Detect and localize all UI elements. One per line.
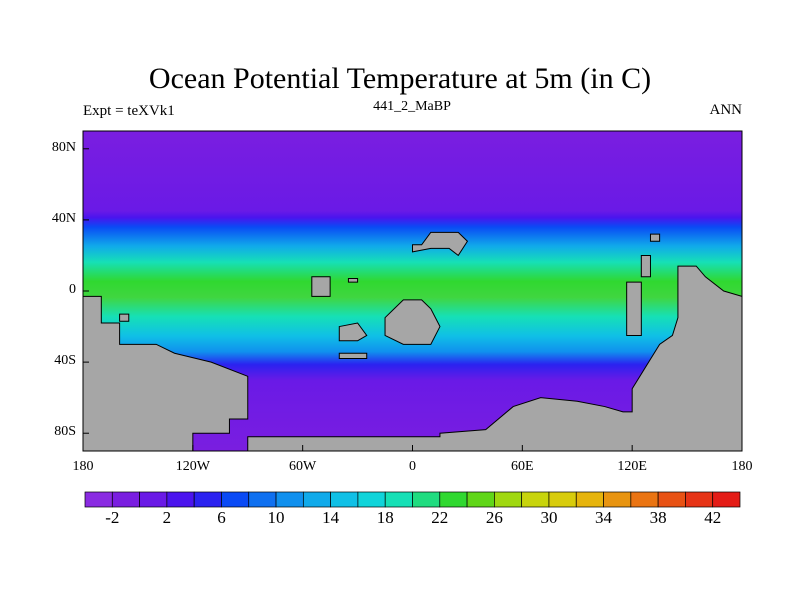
colorbar-box	[221, 491, 250, 508]
colorbar-box	[139, 491, 168, 508]
plot-title: Ocean Potential Temperature at 5m (in C)	[148, 62, 652, 95]
northern-island	[412, 231, 469, 257]
colorbar-box	[548, 491, 577, 508]
colorbar-label: 6	[217, 508, 226, 527]
southern-island-chain	[338, 352, 368, 360]
east-asia-peninsula	[640, 254, 651, 278]
time-label: 441_2_MaBP	[373, 99, 451, 114]
colorbar-box	[630, 491, 659, 508]
colorbar-box	[384, 491, 413, 508]
x-tick-label: 180	[72, 459, 94, 474]
y-tick-label: 40N	[51, 210, 76, 226]
colorbar-box	[712, 491, 741, 508]
axis-ticks	[82, 148, 743, 451]
y-tick-label: 40S	[54, 353, 76, 369]
x-tick-label: 0	[409, 459, 416, 474]
western-island	[311, 276, 331, 297]
colorbar-box	[439, 491, 468, 508]
indonesian-island	[626, 281, 642, 336]
colorbar-box	[412, 491, 441, 508]
colorbar-box	[466, 491, 495, 508]
colorbar-box	[84, 491, 113, 508]
eastern-small-island	[649, 233, 661, 242]
experiment-label: Expt = teXVk1	[83, 103, 175, 119]
antarctic-continent	[247, 265, 743, 452]
colorbar-label: 18	[376, 508, 394, 527]
western-americas-continent	[82, 295, 249, 452]
colorbar-box	[302, 491, 331, 508]
colorbar-box	[494, 491, 523, 508]
colorbar-box	[330, 491, 359, 508]
colorbar-box	[248, 491, 277, 508]
colorbar-label: -2	[105, 508, 120, 527]
x-tick-label: 180	[731, 459, 753, 474]
colorbar-label: 22	[431, 508, 449, 527]
colorbar-box	[575, 491, 604, 508]
x-tick-label: 60W	[289, 459, 317, 474]
x-tick-label: 60E	[511, 459, 534, 474]
y-tick-label: 80N	[51, 139, 76, 155]
western-small-island	[119, 313, 130, 322]
small-northern-island	[347, 278, 359, 283]
colorbar-box	[275, 491, 304, 508]
y-tick-label: 0	[69, 282, 76, 297]
colorbar	[84, 491, 741, 508]
colorbar-box	[166, 491, 195, 508]
colorbar-box	[193, 491, 222, 508]
colorbar-label: 10	[267, 508, 285, 527]
colorbar-label: 38	[649, 508, 667, 527]
y-tick-label: 80S	[54, 424, 76, 440]
season-label: ANN	[709, 102, 743, 118]
colorbar-box	[657, 491, 686, 508]
colorbar-label: 30	[540, 508, 558, 527]
colorbar-label: 42	[704, 508, 722, 527]
colorbar-box	[603, 491, 632, 508]
colorbar-box	[357, 491, 386, 508]
colorbar-label: 26	[485, 508, 503, 527]
colorbar-box	[521, 491, 550, 508]
land-layer	[82, 231, 743, 452]
eastern-african-island	[384, 299, 441, 345]
x-tick-label: 120W	[175, 459, 210, 474]
colorbar-label: 2	[162, 508, 172, 527]
colorbar-box	[685, 491, 714, 508]
colorbar-label: 34	[595, 508, 613, 527]
colorbar-label: 14	[322, 508, 340, 527]
central-island	[338, 322, 368, 342]
colorbar-box	[111, 491, 140, 508]
x-tick-label: 120E	[617, 459, 647, 474]
